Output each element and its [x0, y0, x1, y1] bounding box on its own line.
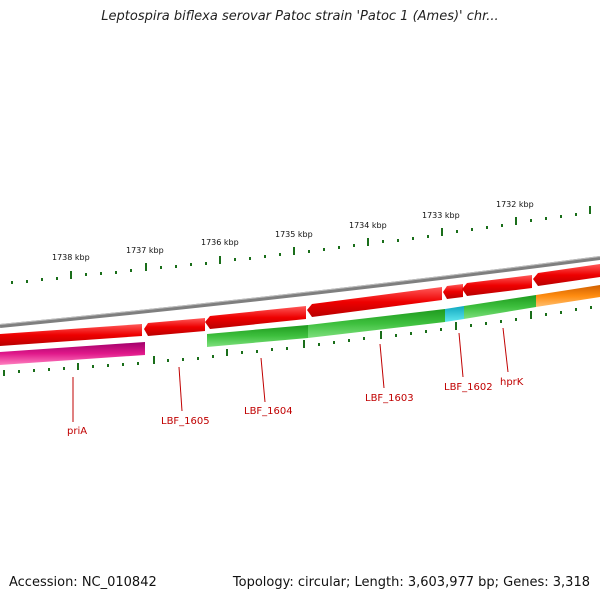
- gene-feature-small: [445, 306, 464, 322]
- gene-label: hprK: [500, 377, 524, 388]
- gene-feature-forward: [307, 287, 442, 317]
- scale-label: 1736 kbp: [201, 238, 239, 247]
- page-title: Leptospira biflexa serovar Patoc strain …: [101, 9, 499, 24]
- scale-label: 1734 kbp: [349, 221, 387, 230]
- gene-label: LBF_1605: [161, 416, 210, 427]
- scale-label: 1732 kbp: [496, 200, 534, 209]
- gene-feature-reverse: [308, 309, 445, 338]
- gene-label: LBF_1602: [444, 382, 493, 393]
- gene-feature-forward: [0, 324, 142, 346]
- gene-feature-forward: [205, 306, 306, 329]
- gene-feature-forward: [144, 318, 205, 336]
- accession-text: Accession: NC_010842: [9, 575, 157, 590]
- scale-label: 1737 kbp: [126, 246, 164, 255]
- inner-scale-ticks: [3, 306, 592, 376]
- gene-label-leaders: [72, 327, 509, 422]
- gene-feature-reverse: [464, 295, 536, 319]
- gene-feature-pria: [0, 342, 145, 365]
- scale-label: 1738 kbp: [52, 253, 90, 262]
- gene-label: LBF_1603: [365, 393, 414, 404]
- gene-label: LBF_1604: [244, 406, 293, 417]
- backbone-highlight: [0, 256, 600, 325]
- chromosome-backbone: [0, 256, 600, 328]
- gene-feature-orange: [536, 285, 600, 307]
- gene-feature-reverse: [207, 325, 308, 347]
- scale-label: 1733 kbp: [422, 211, 460, 220]
- gene-feature-forward: [533, 264, 600, 286]
- genome-summary-text: Topology: circular; Length: 3,603,977 bp…: [232, 575, 590, 590]
- gene-label: priA: [67, 426, 87, 437]
- outer-scale-ticks: [11, 206, 591, 284]
- gene-feature-forward: [443, 284, 463, 299]
- gene-feature-forward: [462, 275, 532, 296]
- scale-label: 1735 kbp: [275, 230, 313, 239]
